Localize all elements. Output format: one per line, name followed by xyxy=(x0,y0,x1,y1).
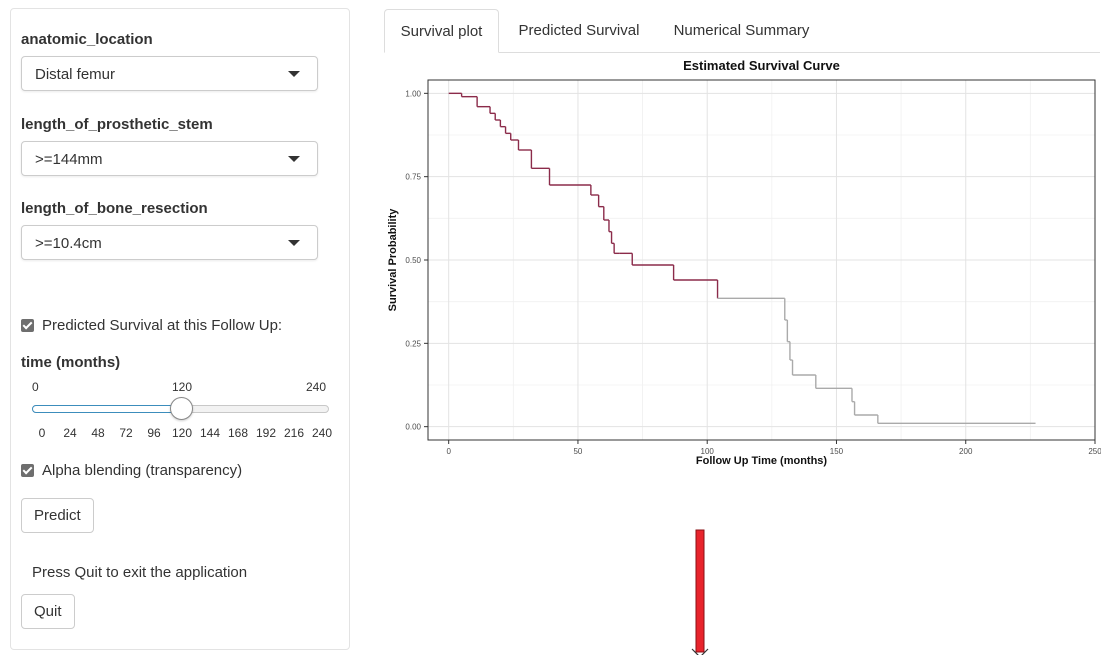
x-axis-label: Follow Up Time (months) xyxy=(696,455,828,467)
time-slider-label: time (months) xyxy=(21,354,121,371)
quit-button[interactable]: Quit xyxy=(21,594,75,629)
y-tick-label: 0.50 xyxy=(405,256,421,265)
tab-numerical-summary[interactable]: Numerical Summary xyxy=(673,22,810,39)
x-tick-label: 150 xyxy=(830,447,844,456)
x-tick-label: 100 xyxy=(701,447,715,456)
bone-resection-value: >=10.4cm xyxy=(35,235,102,252)
x-tick-label: 0 xyxy=(446,447,451,456)
slider-tick-label: 120 xyxy=(171,426,193,440)
time-slider-handle[interactable] xyxy=(170,397,193,420)
x-tick-label: 250 xyxy=(1088,447,1101,456)
time-slider-fill xyxy=(32,405,182,413)
slider-tick-label: 168 xyxy=(227,426,249,440)
slider-tick-label: 72 xyxy=(119,426,133,440)
bone-resection-label: length_of_bone_resection xyxy=(21,200,208,217)
alpha-blending-checkbox-label: Alpha blending (transparency) xyxy=(42,462,243,479)
y-tick-label: 0.25 xyxy=(405,339,421,348)
slider-min-label: 0 xyxy=(32,380,39,394)
slider-max-label: 240 xyxy=(305,380,326,394)
slider-value-label: 120 xyxy=(171,380,193,394)
prosthetic-stem-value: >=144mm xyxy=(35,151,103,168)
predicted-survival-checkbox-row[interactable]: Predicted Survival at this Follow Up: xyxy=(21,317,282,334)
y-tick-label: 1.00 xyxy=(405,89,421,98)
alpha-blending-checkbox-row[interactable]: Alpha blending (transparency) xyxy=(21,462,242,479)
slider-tick-label: 24 xyxy=(63,426,77,440)
slider-tick-label: 0 xyxy=(38,426,46,440)
slider-tick-label: 48 xyxy=(91,426,105,440)
quit-instruction-text: Press Quit to exit the application xyxy=(32,564,248,581)
predict-button[interactable]: Predict xyxy=(21,498,94,533)
bone-resection-select[interactable]: >=10.4cm xyxy=(21,225,318,260)
survival-chart: 0 50 100 150 200 250 0.00 0.25 0.50 0.75 1.00 Estim… xyxy=(387,58,1101,467)
y-axis-label: Survival Probability xyxy=(387,208,399,312)
alpha-blending-checkbox[interactable] xyxy=(21,464,34,477)
slider-tick-label: 240 xyxy=(311,426,333,440)
chevron-down-icon xyxy=(288,156,300,162)
y-tick-label: 0.00 xyxy=(405,423,421,432)
tab-bar: Survival plot Predicted Survival Numeric… xyxy=(384,9,1100,53)
chevron-down-icon xyxy=(288,240,300,246)
predicted-survival-checkbox[interactable] xyxy=(21,319,34,332)
slider-tick-label: 96 xyxy=(147,426,161,440)
y-tick-label: 0.75 xyxy=(405,173,421,182)
tab-survival-plot[interactable]: Survival plot xyxy=(384,9,499,53)
prosthetic-stem-select[interactable]: >=144mm xyxy=(21,141,318,176)
input-panel xyxy=(10,8,350,650)
slider-tick-label: 144 xyxy=(199,426,221,440)
predicted-survival-checkbox-label: Predicted Survival at this Follow Up: xyxy=(42,317,283,334)
anatomic-location-label: anatomic_location xyxy=(21,31,153,48)
slider-tick-label: 216 xyxy=(283,426,305,440)
anatomic-location-select[interactable]: Distal femur xyxy=(21,56,318,91)
x-tick-label: 200 xyxy=(959,447,973,456)
red-arrow-icon xyxy=(691,529,709,655)
anatomic-location-value: Distal femur xyxy=(35,66,116,83)
chevron-down-icon xyxy=(288,71,300,77)
slider-tick-label: 192 xyxy=(255,426,277,440)
prosthetic-stem-label: length_of_prosthetic_stem xyxy=(21,116,213,133)
chart-title: Estimated Survival Curve xyxy=(683,58,840,73)
x-tick-label: 50 xyxy=(573,447,582,456)
tab-predicted-survival[interactable]: Predicted Survival xyxy=(518,22,640,39)
